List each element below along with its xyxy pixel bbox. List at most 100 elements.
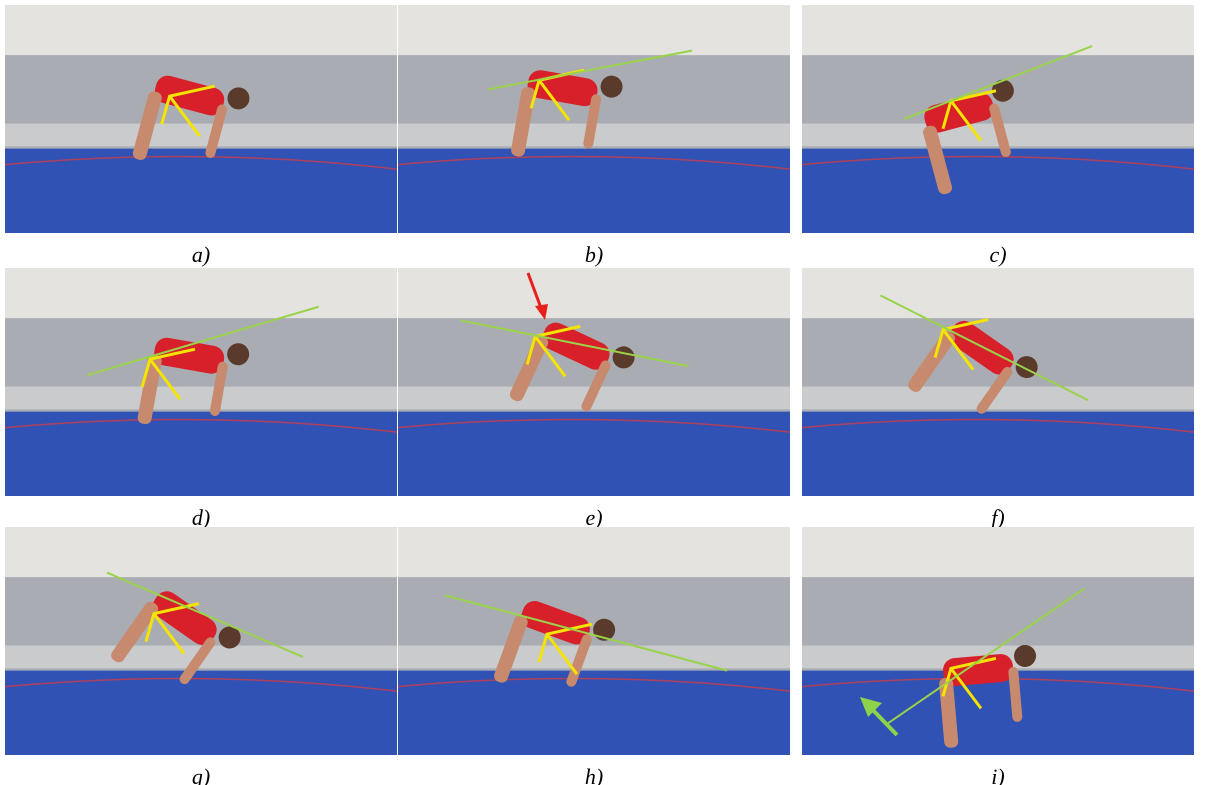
thigh-marker [152,612,186,655]
photo [398,527,790,755]
mat [398,670,790,755]
photo [802,5,1194,233]
padding-stripe [802,386,1194,410]
mat [398,411,790,496]
athlete [939,644,1037,748]
arm [205,104,228,158]
angle-marker [933,318,989,358]
mat-line [5,418,397,433]
arm [566,634,592,687]
body-axis [106,571,304,658]
thigh-marker [941,328,975,371]
arm [1008,667,1023,722]
arrow-shaft [868,705,899,737]
arrow-head [860,697,882,717]
mat-line [802,418,1194,433]
panel-caption: e) [585,505,602,530]
arrow-shaft [526,272,543,309]
arm [179,637,216,685]
panel-caption: i) [991,764,1004,785]
thigh-marker [533,335,567,378]
mat-line [398,155,790,170]
panel-caption: b) [585,242,603,267]
athlete [111,591,241,685]
photo-panel [5,5,397,233]
mat-line [398,418,790,433]
head [218,626,241,649]
mat [5,670,397,755]
arrow-head [535,304,548,320]
torso [521,601,590,645]
mat-line [5,155,397,170]
leg [137,354,162,425]
mat [802,670,1194,755]
head [600,75,623,98]
torso [949,320,1014,375]
photo [802,268,1194,496]
torso [154,75,225,116]
head [1014,644,1037,667]
arm [976,366,1013,414]
photo [5,527,397,755]
athlete [908,320,1038,414]
body-axis [487,49,693,91]
photo-panel [5,268,397,496]
mat [5,411,397,496]
body-axis [903,45,1093,120]
mat [802,148,1194,233]
head [593,618,616,641]
torso [154,337,225,374]
thigh-marker [168,95,201,138]
arm [209,361,228,417]
mat-line [802,155,1194,170]
body-axis [879,294,1089,402]
photo-panel [802,268,1194,496]
head [227,343,250,366]
photo [5,5,397,233]
leg [923,125,953,195]
head [991,79,1014,102]
body-axis [460,319,689,368]
panel-caption: f) [991,505,1004,530]
leg [132,91,162,160]
athlete [132,75,250,160]
torso [542,322,610,370]
mat-line [398,677,790,692]
panel-caption: d) [192,505,210,530]
leg [511,87,536,157]
padding-stripe [5,123,397,147]
leg [908,331,956,392]
panel-caption: a) [192,242,210,267]
leg [494,615,528,683]
photo-panel [5,527,397,755]
photo-panel [398,5,790,233]
photo-panel [802,5,1194,233]
photo-panel [398,268,790,496]
panel-caption: h) [585,764,603,785]
leg [509,335,549,402]
arm [583,94,602,149]
thigh-marker [148,358,182,401]
angle-marker [941,656,997,697]
athlete [137,337,250,425]
athlete [494,601,616,687]
photo-panel [802,527,1194,755]
body-axis [887,587,1085,724]
padding-stripe [398,645,790,669]
photo-panel [398,527,790,755]
mat [802,411,1194,496]
thigh-marker [537,79,571,122]
head [227,87,250,110]
mat [398,148,790,233]
photo [5,268,397,496]
panel-caption: g) [192,764,210,785]
panel-caption: c) [989,242,1006,267]
photo [398,5,790,233]
leg [111,601,159,663]
body-axis [444,594,728,672]
mat-line [5,677,397,692]
thigh-marker [545,633,579,676]
arm [581,360,611,412]
thigh-marker [949,99,983,142]
